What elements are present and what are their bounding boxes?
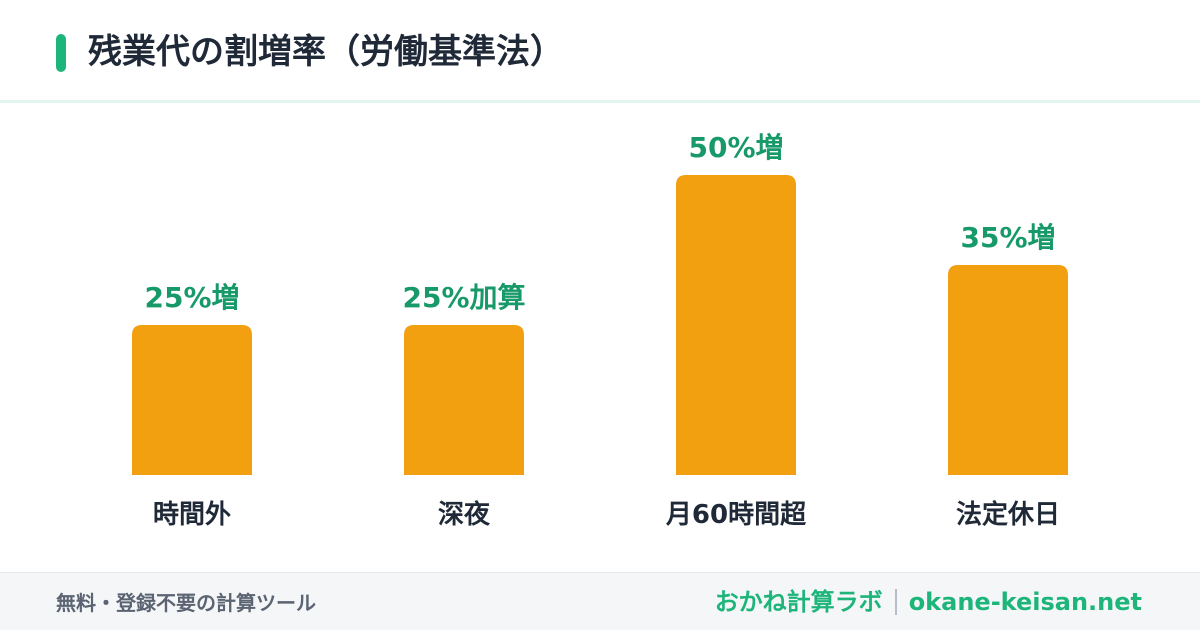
category-label-2: 深夜 <box>438 499 491 530</box>
title-accent-bar <box>56 34 66 72</box>
header-divider <box>0 100 1200 103</box>
footer-tagline: 無料・登録不要の計算ツール <box>56 591 316 615</box>
header: 残業代の割増率（労働基準法） <box>0 0 1200 103</box>
bar-chart: 25%増時間外 25%加算深夜 50%増月60時間超 35%増法定休日 <box>0 103 1200 570</box>
page-title: 残業代の割増率（労働基準法） <box>88 32 564 72</box>
footer: 無料・登録不要の計算ツール おかね計算ラボ okane-keisan.net <box>0 572 1200 630</box>
brand-url-link[interactable]: okane-keisan.net <box>908 588 1142 616</box>
bar-1 <box>132 325 252 475</box>
value-label-3: 50%増 <box>688 131 783 164</box>
value-label-2: 25%加算 <box>402 281 525 314</box>
value-label-1: 25%増 <box>144 281 239 314</box>
brand-separator <box>894 589 897 615</box>
bar-2 <box>404 325 524 475</box>
bar-4 <box>948 265 1068 475</box>
category-label-3: 月60時間超 <box>665 500 807 530</box>
footer-brand[interactable]: おかね計算ラボ okane-keisan.net <box>715 587 1142 617</box>
category-label-1: 時間外 <box>153 500 231 530</box>
value-label-4: 35%増 <box>960 221 1055 254</box>
brand-name: おかね計算ラボ <box>714 588 883 616</box>
category-label-4: 法定休日 <box>956 499 1060 530</box>
bar-3 <box>676 175 796 475</box>
